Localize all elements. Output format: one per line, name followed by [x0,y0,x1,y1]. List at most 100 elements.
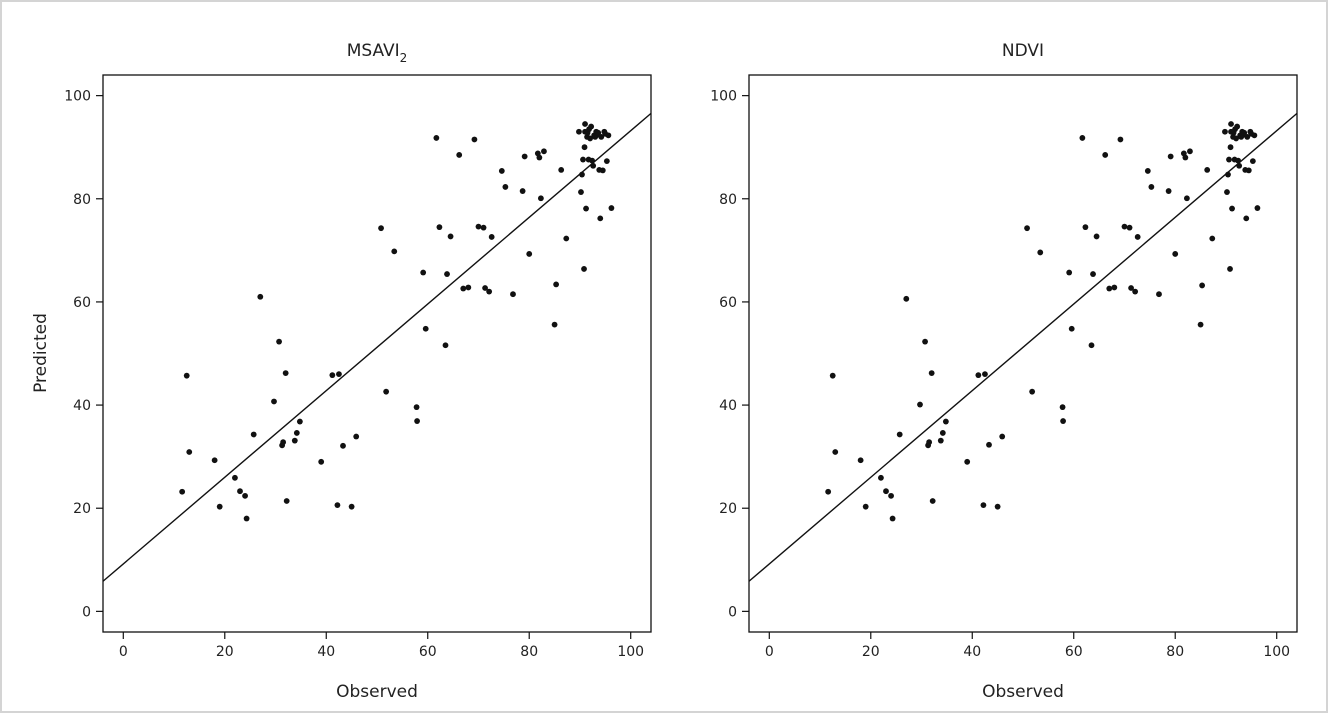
data-point-msavi2-28 [383,388,390,395]
x-tick-label-msavi2-40: 40 [317,644,335,660]
data-point-msavi2-57 [541,148,547,155]
data-point-msavi2-92 [608,205,615,211]
data-point-ndvi-37 [1090,271,1096,277]
x-tick-label-ndvi-0: 0 [765,644,774,660]
data-point-msavi2-35 [436,224,443,231]
x-tick-label-ndvi-100: 100 [1263,644,1290,660]
data-point-ndvi-30 [1059,404,1066,411]
data-point-ndvi-18 [939,430,946,436]
x-axis-msavi2: 0 20 40 60 80 100 [119,632,644,660]
data-point-ndvi-92 [1254,205,1261,211]
data-point-ndvi-45 [1128,285,1134,291]
data-point-ndvi-61 [1209,235,1216,242]
data-point-msavi2-32 [420,269,427,276]
data-point-msavi2-90 [603,158,610,165]
y-axis-ndvi: 0 20 40 60 80 100 [710,89,749,620]
data-point-msavi2-25 [348,503,355,510]
data-point-ndvi-33 [1068,325,1075,332]
data-point-ndvi-63 [1224,189,1230,195]
data-point-msavi2-17 [291,437,298,444]
data-point-msavi2-4 [216,503,223,510]
data-point-ndvi-53 [1172,251,1179,257]
data-point-ndvi-60 [1204,166,1211,173]
data-point-ndvi-36 [1088,342,1095,349]
data-point-ndvi-1 [829,372,836,379]
y-tick-label-ndvi-100: 100 [710,89,737,105]
y-tick-label-ndvi-40: 40 [719,398,737,414]
data-point-ndvi-65 [1226,156,1232,163]
data-point-msavi2-76 [588,123,595,130]
data-point-ndvi-83 [1241,129,1248,136]
data-point-ndvi-2 [832,449,839,455]
data-point-msavi2-52 [521,153,528,160]
data-point-msavi2-47 [488,234,495,240]
data-point-ndvi-62 [1222,128,1228,135]
data-point-msavi2-78 [590,162,597,169]
data-point-ndvi-41 [1111,284,1118,291]
data-point-ndvi-0 [825,488,832,495]
data-point-ndvi-6 [883,488,889,495]
x-tick-label-msavi2-80: 80 [520,644,538,660]
data-point-msavi2-65 [580,156,586,163]
data-point-msavi2-9 [250,431,257,438]
data-point-msavi2-29 [391,248,398,255]
data-point-ndvi-52 [1167,153,1174,160]
x-axis-label-msavi2: Observed [336,682,418,702]
data-point-msavi2-77 [589,157,596,164]
data-point-ndvi-70 [1229,205,1235,212]
data-point-msavi2-5 [232,474,238,481]
y-axis-msavi2: 0 20 40 60 80 100 [64,89,103,620]
data-point-ndvi-90 [1249,158,1256,165]
data-point-ndvi-29 [1037,249,1044,256]
chart-title-ndvi: NDVI [1002,41,1044,61]
data-point-msavi2-26 [353,433,360,440]
data-point-msavi2-19 [296,418,303,425]
y-tick-label-msavi2-60: 60 [73,295,91,311]
data-point-ndvi-3 [857,457,864,464]
data-point-msavi2-34 [433,135,440,141]
data-point-ndvi-7 [888,492,894,499]
data-point-msavi2-7 [242,492,248,499]
data-point-ndvi-39 [1102,152,1109,158]
data-point-ndvi-27 [1024,225,1030,232]
plot-area-ndvi [748,74,1298,633]
data-point-msavi2-16 [283,498,290,504]
data-point-msavi2-11 [271,398,277,405]
x-tick-label-msavi2-100: 100 [617,644,644,660]
data-point-ndvi-16 [929,498,936,504]
points-msavi2 [179,121,615,522]
data-point-ndvi-66 [1227,266,1233,272]
data-point-msavi2-49 [502,184,509,190]
data-point-ndvi-75 [1233,135,1240,142]
data-point-ndvi-21 [975,372,982,379]
data-point-msavi2-59 [553,281,560,288]
data-point-msavi2-87 [599,167,606,174]
data-point-msavi2-62 [576,128,582,135]
data-point-msavi2-8 [243,515,250,522]
data-point-ndvi-55 [1182,154,1189,161]
x-axis-ndvi: 0 20 40 60 80 100 [765,632,1290,660]
data-point-msavi2-23 [336,371,342,378]
data-point-msavi2-30 [413,404,420,411]
data-point-ndvi-69 [1228,121,1234,127]
data-point-msavi2-55 [536,154,543,161]
data-point-ndvi-34 [1079,135,1086,141]
data-point-msavi2-31 [414,418,420,424]
y-tick-label-msavi2-20: 20 [73,501,91,517]
data-point-msavi2-3 [211,457,218,464]
data-point-msavi2-12 [276,338,282,345]
data-point-ndvi-10 [903,295,910,302]
data-point-msavi2-44 [480,224,487,231]
data-point-msavi2-22 [334,502,341,509]
data-point-ndvi-17 [937,437,944,444]
data-point-msavi2-60 [558,166,565,173]
data-point-ndvi-49 [1148,184,1155,190]
data-point-msavi2-85 [597,215,604,222]
y-tick-label-ndvi-80: 80 [719,192,737,208]
data-point-msavi2-83 [595,129,602,136]
y-tick-label-ndvi-20: 20 [719,501,737,517]
data-point-ndvi-24 [986,441,992,448]
data-point-ndvi-42 [1117,136,1124,143]
data-point-msavi2-40 [460,285,467,292]
